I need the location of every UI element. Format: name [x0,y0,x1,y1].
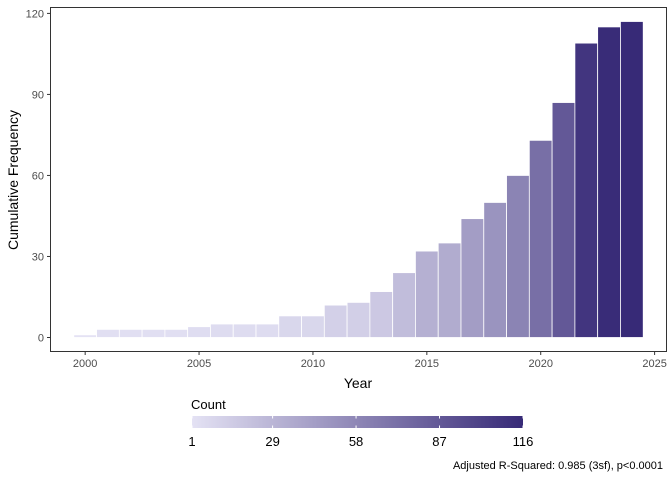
bar-2020 [528,139,553,338]
y-tick-label: 120 [26,8,44,20]
bar-2007 [232,323,257,338]
x-tick-label: 2015 [415,358,439,370]
legend-tick-label: 29 [265,434,279,449]
y-axis: 0 30 60 90 120 [26,8,51,344]
bar-2010 [301,315,325,338]
bar-2018 [483,202,507,338]
bar-2014 [392,272,416,338]
bar-2001 [96,328,120,338]
bar-2024 [620,21,644,338]
bar-2017 [460,218,485,338]
x-tick-label: 2010 [301,358,325,370]
bar-2019 [506,175,530,338]
x-axis: 2000 2005 2010 2015 2020 2025 [73,351,667,370]
bars-layer [73,21,644,338]
legend-ticks: 1 29 58 87 116 [188,416,533,449]
legend-tick-label: 58 [349,434,363,449]
bar-2005 [187,326,211,338]
y-tick-label: 90 [32,89,44,101]
bar-2016 [437,242,462,338]
bar-2023 [597,26,621,338]
legend-tick-label: 1 [188,434,195,449]
bar-2008 [255,323,280,338]
x-tick-label: 2005 [187,358,211,370]
y-tick-label: 60 [32,170,44,182]
legend: Count 1 29 58 87 116 [188,397,533,449]
bar-2015 [415,250,439,338]
bar-2006 [210,323,234,338]
bar-2002 [118,328,143,338]
legend-tick-label: 87 [432,434,446,449]
bar-2011 [323,304,348,338]
y-tick-label: 30 [32,251,44,263]
legend-colorbar [192,416,523,428]
bar-2021 [551,102,576,338]
bar-2022 [574,42,599,338]
bar-2012 [346,301,371,338]
bar-2000 [73,334,97,338]
y-tick-label: 0 [38,332,44,344]
bar-2009 [278,315,302,338]
bar-2003 [141,328,166,338]
x-tick-label: 2020 [528,358,552,370]
bar-2013 [369,291,394,338]
caption: Adjusted R-Squared: 0.985 (3sf), p<0.000… [453,460,663,472]
legend-tick-label: 116 [513,434,534,449]
bar-2004 [164,328,189,338]
x-tick-label: 2000 [73,358,97,370]
y-axis-title: Cumulative Frequency [5,110,21,250]
x-axis-title: Year [344,375,373,391]
legend-title: Count [191,397,226,412]
x-tick-label: 2025 [642,358,666,370]
